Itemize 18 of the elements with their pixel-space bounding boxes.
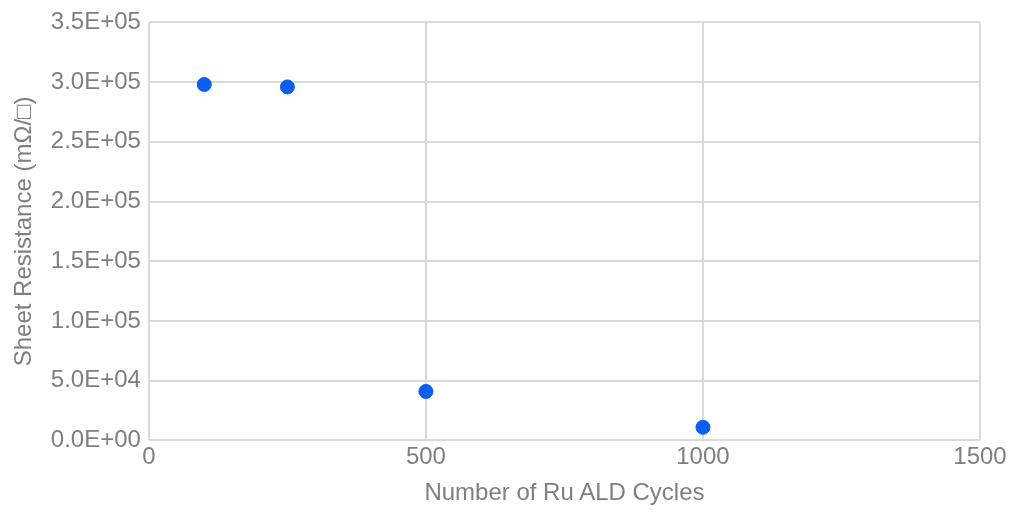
y-tick-label: 3.0E+05 bbox=[50, 66, 141, 94]
y-tick-label: 2.5E+05 bbox=[50, 126, 141, 154]
y-tick-label: 2.0E+05 bbox=[50, 186, 141, 214]
point bbox=[695, 419, 711, 435]
y-tick-label: 1.0E+05 bbox=[50, 305, 141, 333]
x-tick-label: 1000 bbox=[676, 442, 730, 470]
point bbox=[418, 383, 434, 399]
point bbox=[279, 79, 295, 95]
y-tick-label: 3.5E+05 bbox=[50, 7, 141, 35]
x-tick-label: 500 bbox=[405, 442, 446, 470]
x-tick-label: 0 bbox=[142, 442, 156, 470]
y-axis-title: Sheet Resistance (mΩ/□) bbox=[9, 96, 37, 367]
y-tick-label: 5.0E+04 bbox=[50, 365, 141, 393]
y-tick-label: 1.5E+05 bbox=[50, 245, 141, 273]
y-tick-label: 0.0E+00 bbox=[50, 425, 141, 453]
x-axis-title: Number of Ru ALD Cycles bbox=[424, 478, 705, 506]
x-tick-label: 1500 bbox=[953, 442, 1007, 470]
point bbox=[196, 77, 212, 92]
